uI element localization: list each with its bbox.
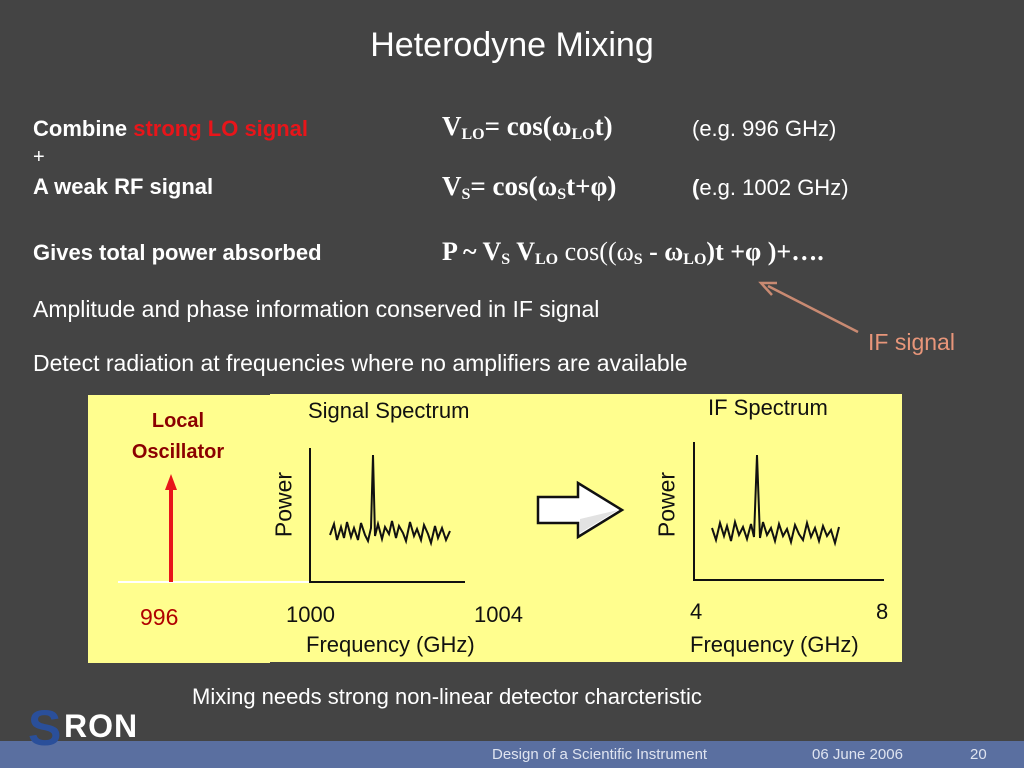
- if-signal-label: IF signal: [868, 329, 955, 355]
- lo-label-line1: Local: [151, 410, 205, 432]
- footer-page-number: 20: [970, 746, 987, 763]
- combine-prefix: Combine: [33, 116, 134, 141]
- if-power-label: Power: [653, 471, 680, 538]
- signal-frequency-label: Frequency (GHz): [306, 632, 475, 657]
- power-tail: )t +φ )+….: [706, 237, 824, 266]
- vs-tail: t+φ): [566, 171, 617, 201]
- vs-example-text: e.g. 1002 GHz): [699, 175, 849, 200]
- bullet-detect: Detect radiation at frequencies where no…: [33, 350, 688, 376]
- signal-spectrum-title: Signal Spectrum: [308, 398, 470, 423]
- lo-frequency-value: 996: [140, 604, 179, 630]
- vs-lhs-sub: S: [461, 186, 471, 203]
- vs-equation: VS= cos(ωSt+φ): [442, 171, 616, 204]
- gives-power-label: Gives total power absorbed: [33, 240, 322, 265]
- signal-power-label: Power: [270, 471, 297, 538]
- caption: Mixing needs strong non-linear detector …: [192, 684, 702, 709]
- vlo-rhs: = cos(ω: [484, 111, 572, 141]
- if-tick-right: 8: [876, 599, 889, 624]
- signal-axes: [309, 448, 465, 583]
- power-v2: V: [510, 237, 535, 266]
- if-axes: [693, 442, 884, 581]
- local-oscillator-label: Local Oscillator: [92, 406, 264, 468]
- vs-example-paren: (: [692, 175, 700, 200]
- vs-rhs: = cos(ω: [470, 171, 558, 201]
- lo-label-line2: Oscillator: [131, 441, 225, 463]
- vlo-lhs: V: [442, 111, 462, 141]
- vlo-tail: t): [594, 111, 613, 141]
- sron-logo: S RON: [28, 700, 158, 756]
- signal-tick-left: 1000: [286, 602, 335, 627]
- power-p: P ~ V: [442, 237, 502, 266]
- vlo-lhs-sub: LO: [461, 126, 485, 143]
- power-sub-s: S: [501, 251, 511, 268]
- footer-course: Design of a Scientific Instrument: [492, 746, 708, 763]
- lo-panel: [88, 395, 270, 663]
- if-tick-left: 4: [690, 599, 703, 624]
- power-cos: cos((ω: [558, 237, 634, 266]
- lo-arrow-head: [165, 474, 177, 490]
- vlo-equation: VLO= cos(ωLOt): [442, 111, 613, 144]
- if-frequency-label: Frequency (GHz): [690, 632, 859, 657]
- footer-bar: [0, 741, 1024, 768]
- vs-rhs-sub: S: [557, 186, 567, 203]
- power-equation: P ~ VS VLO cos((ωS - ωLO)t +φ )+….: [442, 237, 824, 269]
- logo-letter-s: S: [28, 700, 62, 756]
- if-spectrum-title: IF Spectrum: [708, 395, 828, 420]
- bullet-amplitude: Amplitude and phase information conserve…: [33, 296, 600, 322]
- power-minus: - ω: [642, 237, 684, 266]
- combine-label: Combine strong LO signal: [33, 116, 308, 142]
- strong-lo-text: strong LO signal: [133, 116, 309, 141]
- signal-tick-right: 1004: [474, 602, 523, 627]
- vlo-rhs-sub: LO: [571, 126, 595, 143]
- signal-trace: [329, 454, 451, 547]
- slide-title: Heterodyne Mixing: [370, 26, 654, 64]
- vlo-example: (e.g. 996 GHz): [692, 116, 837, 141]
- mixing-arrow: [536, 480, 625, 540]
- vs-example: (e.g. 1002 GHz): [692, 175, 849, 201]
- power-sub-lo: LO: [535, 251, 559, 268]
- weak-rf-label: A weak RF signal: [33, 174, 214, 199]
- vs-lhs: V: [442, 171, 462, 201]
- plus-sign: +: [33, 146, 45, 168]
- power-sub-lo2: LO: [683, 251, 707, 268]
- logo-text: RON: [64, 708, 139, 744]
- if-trace: [711, 454, 840, 547]
- footer-date: 06 June 2006: [812, 746, 903, 763]
- power-sub-s2: S: [633, 251, 643, 268]
